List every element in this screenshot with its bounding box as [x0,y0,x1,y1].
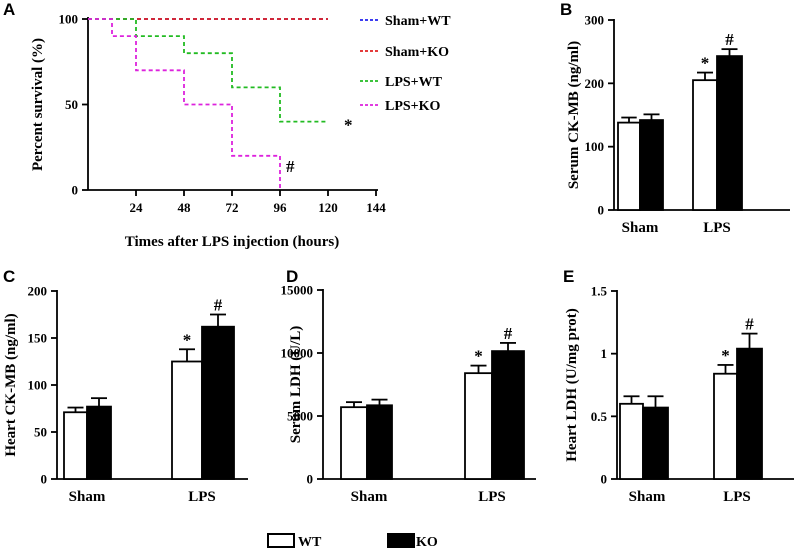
category-label-d: LPS [478,489,506,505]
x-tick-label-a: 24 [130,200,144,215]
category-label-b: LPS [703,220,731,236]
legend-swatch-ko [387,533,415,548]
bar-ko-lps [716,55,743,211]
y-tick-label-e: 1 [601,346,608,361]
panel-letter-c: C [3,267,15,286]
bar-ko-lps [491,350,525,480]
bar-wt-sham [617,121,641,211]
bar-wt-sham [340,406,368,480]
y-tick-label-c: 150 [28,331,48,346]
x-axis-title-a: Times after LPS injection (hours) [125,234,339,250]
y-tick-label-e: 0 [601,472,608,487]
y-tick-label-a: 50 [65,97,78,112]
bar-wt-lps [171,360,203,480]
x-tick-label-a: 48 [178,200,192,215]
category-label-c: LPS [188,489,216,505]
y-tick-label-b: 100 [585,139,605,154]
category-label-d: Sham [351,489,388,505]
survival-line-lps-wt [88,18,328,123]
y-axis-title-d: Serum LDH (U/L) [288,326,304,444]
x-tick-label-a: 96 [274,200,288,215]
bar-wt-lps [692,79,718,211]
bar-ko-sham [366,404,393,480]
category-label-b: Sham [622,220,659,236]
legend-swatch-wt [267,533,295,548]
legend-label-wt: WT [298,535,322,549]
panel-letter-e: E [563,267,574,286]
legend-label: Sham+WT [385,14,451,29]
significance-marker: * [474,347,483,366]
bar-wt-sham [619,402,644,480]
y-axis-title-e: Heart LDH (U/mg prot) [564,308,580,461]
bar-wt-sham [63,411,88,480]
bar-ko-sham [642,406,669,480]
significance-marker: # [745,315,754,334]
y-axis-title-c: Heart CK-MB (ng/ml) [3,313,19,456]
survival-line-lps-ko [88,18,281,190]
bar-ko-sham [639,119,664,211]
significance-marker: * [344,116,353,135]
y-tick-label-c: 0 [41,472,48,487]
significance-marker: # [286,157,295,176]
y-tick-label-b: 0 [598,203,605,218]
y-tick-label-c: 50 [34,425,47,440]
y-tick-label-e: 0.5 [591,409,608,424]
legend-label: LPS+KO [385,99,441,114]
bar-ko-lps [201,325,235,480]
bar-wt-lps [713,372,738,480]
y-tick-label-d: 15000 [281,283,314,298]
y-axis-title-a: Percent survival (%) [30,38,46,171]
x-tick-label-a: 72 [226,200,239,215]
y-tick-label-e: 1.5 [591,284,608,299]
bar-ko-sham [86,405,112,480]
y-tick-label-a: 100 [59,12,79,27]
y-tick-label-d: 10000 [281,346,314,361]
panel-letter-b: B [560,0,572,19]
legend-label-ko: KO [416,535,438,549]
significance-marker: * [701,54,710,73]
significance-marker: * [721,346,730,365]
y-axis-title-b: Serum CK-MB (ng/ml) [566,41,582,189]
significance-marker: # [725,30,734,49]
category-label-e: LPS [723,489,751,505]
x-tick-label-a: 144 [366,200,386,215]
legend-label: Sham+KO [385,45,449,60]
legend-label: LPS+WT [385,75,443,90]
y-tick-label-b: 300 [585,13,605,28]
panel-letter-a: A [3,0,15,19]
bar-wt-lps [464,372,493,480]
y-tick-label-d: 0 [307,472,314,487]
y-tick-label-c: 100 [28,378,48,393]
panel-letter-d: D [286,267,298,286]
y-tick-label-d: 5000 [287,409,313,424]
significance-marker: # [214,296,223,315]
category-label-c: Sham [69,489,106,505]
category-label-e: Sham [629,489,666,505]
significance-marker: # [504,324,513,343]
y-tick-label-b: 200 [585,76,605,91]
x-tick-label-a: 120 [318,200,338,215]
y-tick-label-a: 0 [72,183,79,198]
bar-ko-lps [736,347,763,480]
y-tick-label-c: 200 [28,284,48,299]
significance-marker: * [183,330,192,349]
